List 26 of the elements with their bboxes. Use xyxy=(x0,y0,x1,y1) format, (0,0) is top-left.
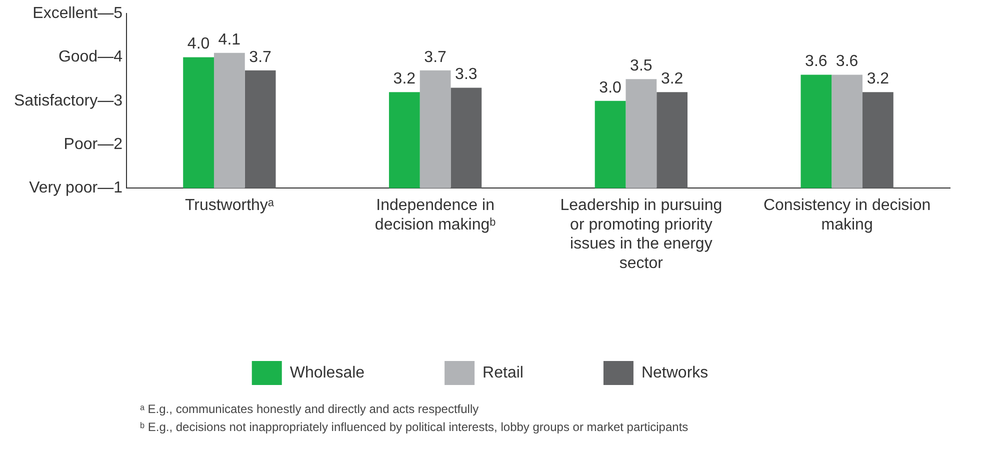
y-tick-label: Satisfactory—3 xyxy=(14,92,123,110)
x-tick-label: Consistency in decision making xyxy=(763,197,931,234)
y-tick-label: Very poor—1 xyxy=(29,180,123,197)
data-label: 3.3 xyxy=(455,66,478,84)
data-label: 3.6 xyxy=(805,53,828,70)
y-tick-label: Poor—2 xyxy=(64,136,123,153)
legend-label: Networks xyxy=(641,364,708,382)
legend-label: Retail xyxy=(482,364,524,382)
data-label: 3.7 xyxy=(424,48,447,66)
data-label: 3.2 xyxy=(660,70,684,88)
data-label: 3.0 xyxy=(599,79,622,96)
data-label: 3.2 xyxy=(866,70,890,88)
x-tick-label: Independence in decision makingᵇ xyxy=(374,197,496,234)
text: ᵇ E.g., decisions not inappropriately influenced by political interests, lobby groups or market participants xyxy=(140,419,688,436)
y-tick-label: Good—4 xyxy=(58,48,123,66)
data-label: 4.0 xyxy=(187,36,210,53)
data-label: 3.7 xyxy=(249,48,272,66)
data-label: 3.6 xyxy=(836,53,858,70)
x-tick-label: Trustworthyᵃ xyxy=(184,197,275,214)
text: ᵃ E.g., communicates honestly and directly and acts respectfully xyxy=(140,401,480,418)
x-tick-label: Leadership in pursuing or promoting priority issues in the energy sector xyxy=(560,197,722,272)
data-label: 3.5 xyxy=(630,57,652,74)
data-label: 3.2 xyxy=(393,70,416,88)
y-tick-label: Excellent—5 xyxy=(32,5,123,22)
data-label: 4.1 xyxy=(218,31,241,48)
legend-label: Wholesale xyxy=(290,364,365,382)
